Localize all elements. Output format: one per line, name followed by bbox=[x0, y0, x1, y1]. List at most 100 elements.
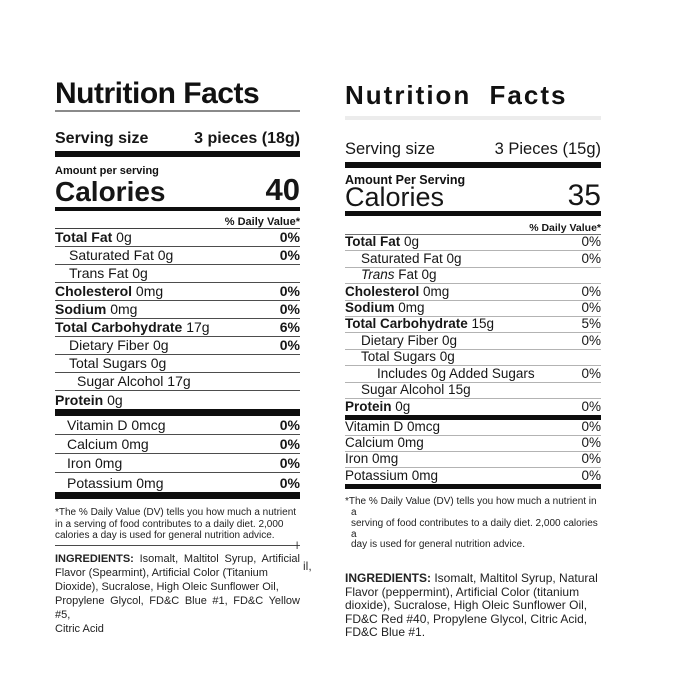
divider-bar bbox=[55, 492, 300, 499]
nutrient-name: Protein 0g bbox=[55, 392, 123, 408]
row-total-carbohydrate: Total Carbohydrate 15g 5% bbox=[345, 316, 601, 334]
ingredients-line: Propylene Glycol, FD&C Blue #1, FD&C Yel… bbox=[55, 594, 300, 621]
nutrient-name-rest: Total Sugars 0g bbox=[361, 349, 455, 365]
divider-bar bbox=[55, 151, 300, 157]
title-rule bbox=[55, 110, 300, 112]
row-saturated-fat: Saturated Fat 0g 0% bbox=[345, 250, 601, 268]
nutrient-value: 0% bbox=[581, 468, 601, 484]
nutrient-name: Dietary Fiber 0g bbox=[55, 337, 169, 353]
row-dietary-fiber: Dietary Fiber 0g 0% bbox=[55, 337, 300, 355]
ingredients-text: Isomalt, Maltitol Syrup, Artificial bbox=[133, 552, 300, 565]
nutrient-name-bold: Cholesterol bbox=[345, 283, 420, 299]
nutrient-name-bold: Total Fat bbox=[55, 229, 113, 245]
ingredients-block: INGREDIENTS: Isomalt, Maltitol Syrup, Na… bbox=[345, 572, 601, 640]
footnote-line: calories a day is used for general nutri… bbox=[55, 530, 275, 541]
ingredients-text: Isomalt, Maltitol Syrup, Natural bbox=[431, 571, 598, 586]
nutrient-name-rest: 17g bbox=[182, 319, 210, 335]
footnote-line: *The % Daily Value (DV) tells you how mu… bbox=[55, 507, 297, 518]
row-vitamin-d: Vitamin D 0mcg 0% bbox=[345, 419, 601, 437]
serving-size-label: Serving size bbox=[55, 130, 149, 147]
daily-value-header: % Daily Value* bbox=[224, 216, 300, 228]
nutrient-name: Iron 0mg bbox=[55, 455, 122, 471]
serving-size-row: Serving size 3 pieces (18g) bbox=[55, 130, 300, 148]
nutrient-name-rest: 0g bbox=[112, 229, 132, 245]
row-cholesterol: Cholesterol 0mg 0% bbox=[55, 283, 300, 301]
nutrient-value: 0% bbox=[279, 337, 300, 353]
nutrient-name-rest: Saturated Fat 0g bbox=[361, 250, 462, 266]
title-rule bbox=[345, 116, 601, 120]
row-vitamin-d: Vitamin D 0mcg 0% bbox=[55, 416, 300, 435]
row-sugar-alcohol: Sugar Alcohol 17g bbox=[55, 373, 300, 391]
nutrient-value: 0% bbox=[279, 436, 300, 452]
row-cholesterol: Cholesterol 0mg 0% bbox=[345, 283, 601, 301]
nutrient-name: Sodium 0mg bbox=[345, 300, 425, 315]
nutrient-name-rest: 0mg bbox=[132, 283, 164, 299]
amount-per-serving: Amount per serving bbox=[55, 165, 159, 177]
label-title: Nutrition Facts bbox=[345, 80, 568, 110]
nutrient-name: Sugar Alcohol 17g bbox=[55, 373, 191, 389]
row-potassium: Potassium 0mg 0% bbox=[345, 468, 601, 484]
nutrient-name-rest: Sugar Alcohol 15g bbox=[361, 381, 471, 397]
nutrient-value: 0% bbox=[279, 247, 300, 263]
nutrient-value: 0% bbox=[581, 399, 601, 415]
nutrient-name-rest: Vitamin D 0mcg bbox=[345, 419, 441, 435]
row-total-sugars: Total Sugars 0g bbox=[55, 355, 300, 373]
nutrient-name-rest: Iron 0mg bbox=[67, 455, 123, 471]
nutrient-name-rest: 0g bbox=[391, 399, 411, 415]
divider-bar bbox=[55, 409, 300, 416]
nutrient-name: Sodium 0mg bbox=[55, 301, 137, 317]
nutrient-name-rest: Dietary Fiber 0g bbox=[361, 332, 458, 348]
nutrient-rows: Total Fat 0g 0% Saturated Fat 0g 0% Tran… bbox=[345, 234, 601, 415]
nutrient-name-bold: Total Carbohydrate bbox=[345, 316, 468, 332]
footnote-line: *The % Daily Value (DV) tells you how mu… bbox=[345, 496, 597, 519]
row-added-sugars: Includes 0g Added Sugars 0% bbox=[345, 365, 601, 383]
nutrient-name-bold: Total Carbohydrate bbox=[55, 319, 183, 335]
row-sugar-alcohol: Sugar Alcohol 15g bbox=[345, 381, 601, 399]
ingredients-line: INGREDIENTS: Isomalt, Maltitol Syrup, Na… bbox=[345, 572, 601, 586]
nutrient-value: 0% bbox=[279, 229, 300, 245]
daily-value-footnote: *The % Daily Value (DV) tells you how mu… bbox=[55, 507, 300, 542]
nutrient-name-rest: Total Sugars 0g bbox=[69, 355, 167, 371]
nutrient-name: Includes 0g Added Sugars bbox=[345, 366, 535, 381]
calories-label: Calories bbox=[345, 181, 445, 212]
serving-size-value: 3 pieces (18g) bbox=[194, 130, 300, 147]
row-total-fat: Total Fat 0g 0% bbox=[345, 234, 601, 252]
nutrient-name-italic: Trans bbox=[361, 267, 395, 283]
divider-bar bbox=[345, 415, 601, 421]
row-protein: Protein 0g bbox=[55, 391, 300, 409]
nutrient-name-rest: Fat 0g bbox=[394, 267, 437, 283]
ingredients-line: Dioxide), Sucralose, High Oleic Sunflowe… bbox=[55, 580, 279, 593]
nutrient-value: 0% bbox=[581, 365, 601, 381]
nutrient-name: Vitamin D 0mcg bbox=[55, 417, 166, 433]
nutrient-name: Saturated Fat 0g bbox=[55, 247, 173, 263]
ingredients-line: Flavor (Spearmint), Artificial Color (Ti… bbox=[55, 566, 268, 579]
ingredients-line: Citric Acid bbox=[55, 622, 104, 635]
footnote-line: serving of food contributes to a daily d… bbox=[351, 517, 598, 540]
nutrient-name: Trans Fat 0g bbox=[345, 267, 437, 282]
calories-label: Calories bbox=[55, 175, 166, 207]
nutrient-value: 5% bbox=[581, 316, 601, 332]
nutrient-value: 0% bbox=[581, 283, 601, 299]
calories-row: Calories 40 bbox=[55, 172, 300, 208]
nutrient-value: 0% bbox=[581, 451, 601, 467]
row-saturated-fat: Saturated Fat 0g 0% bbox=[55, 247, 300, 265]
nutrient-value: 0% bbox=[581, 435, 601, 451]
nutrient-value: 0% bbox=[581, 250, 601, 266]
nutrient-name: Total Fat 0g bbox=[345, 234, 419, 249]
calories-row: Calories 35 bbox=[345, 181, 601, 212]
row-iron: Iron 0mg 0% bbox=[345, 451, 601, 469]
row-sodium: Sodium 0mg 0% bbox=[345, 300, 601, 317]
nutrient-value: 0% bbox=[279, 283, 300, 299]
nutrient-name-bold: Total Fat bbox=[345, 234, 401, 250]
row-iron: Iron 0mg 0% bbox=[55, 454, 300, 473]
nutrient-value: 0% bbox=[279, 455, 300, 471]
nutrient-name-rest: Sugar Alcohol 17g bbox=[77, 373, 191, 389]
serving-size-value: 3 Pieces (15g) bbox=[494, 140, 601, 158]
calories-value: 40 bbox=[265, 172, 300, 208]
serving-size-row: Serving size 3 Pieces (15g) bbox=[345, 140, 601, 159]
nutrient-name: Iron 0mg bbox=[345, 451, 398, 466]
stray-text-fragment: l bbox=[296, 541, 299, 552]
nutrient-name-rest: Calcium 0mg bbox=[67, 436, 149, 452]
nutrient-name: Total Carbohydrate 17g bbox=[55, 319, 210, 335]
